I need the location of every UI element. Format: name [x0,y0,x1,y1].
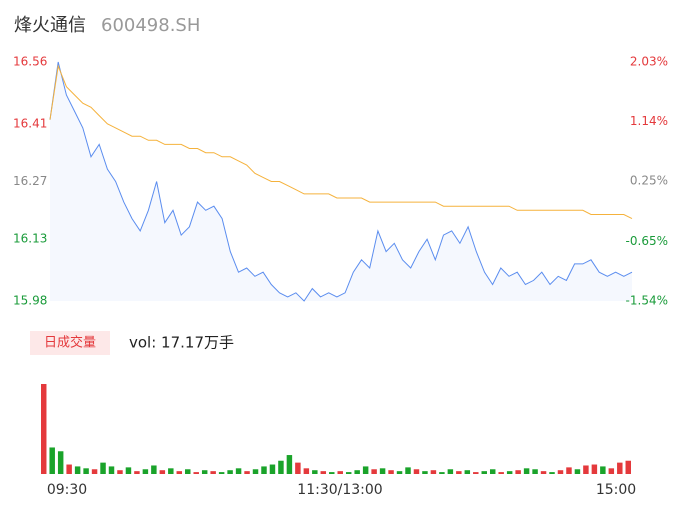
volume-bar [83,468,89,474]
volume-bar [549,472,555,474]
y-tick-label: 15.98 [13,294,47,308]
volume-bar [498,472,504,474]
volume-bar [134,471,140,474]
volume-bar [617,462,623,474]
x-tick-label: 09:30 [47,482,87,498]
volume-bar [261,466,267,474]
volume-bar [278,460,284,474]
volume-bar [312,470,318,474]
volume-button[interactable] [30,331,110,355]
price-line [49,61,633,302]
volume-bar [345,472,352,474]
volume-bar [244,471,250,474]
volume-bar [201,470,208,474]
volume-bar [515,470,521,474]
volume-bar [74,466,81,474]
volume-bar [218,472,225,474]
volume-bar [464,470,471,474]
volume-bar [286,455,293,474]
volume-bar [430,470,437,474]
x-tick-label: 11:30/13:00 [297,482,382,498]
volume-bar [176,471,183,474]
volume-bar [371,469,377,474]
y2-tick-label: -0.65% [626,234,668,248]
price-area [50,62,632,301]
volume-bar [185,469,191,474]
volume-bar [473,472,479,474]
volume-bar [91,469,98,474]
volume-bar [523,468,530,474]
volume-bar [540,471,547,474]
volume-bar [379,468,386,474]
volume-bar [252,469,259,474]
volume-bar [235,468,242,474]
y-tick-label: 16.13 [13,232,47,246]
volume-bar [481,471,487,474]
volume-bar [557,470,564,474]
volume-bar [125,467,132,474]
volume-bar [566,467,572,474]
volume-bar [574,469,581,474]
volume-bar [625,460,631,474]
volume-bar [227,470,233,474]
volume-bar [600,466,606,474]
volume-bar [583,465,589,474]
volume-bar [422,471,428,474]
volume-bar [354,470,360,474]
volume-bar [41,384,47,474]
x-tick-label: 15:00 [596,482,636,498]
volume-bar [66,464,72,474]
volume-bar [591,464,598,474]
y-tick-label: 16.41 [13,116,47,130]
volume-bar [405,467,411,474]
volume-bar [439,472,445,474]
y2-tick-label: 0.25% [630,174,668,188]
volume-bar [100,462,106,474]
volume-bar [489,469,496,474]
volume-bar [303,468,310,474]
average-line [49,64,633,220]
volume-button-label[interactable]: 日成交量 [44,335,96,351]
volume-bar [295,462,301,474]
volume-bar [413,469,420,474]
volume-bar [447,469,454,474]
volume-label: vol: 17.17万手 [129,334,234,352]
y2-tick-label: -1.54% [626,294,668,308]
volume-bar [142,469,149,474]
volume-bar [506,471,513,474]
volume-bar [49,447,55,474]
volume-bar [320,471,327,474]
volume-bar [193,472,199,474]
volume-bar [210,471,216,474]
volume-bar [532,469,538,474]
volume-bar [117,470,123,474]
volume-bar [159,470,166,474]
stock-code: 600498.SH [101,15,200,36]
volume-bar [108,466,115,474]
volume-bar [608,468,615,474]
volume-bar [151,465,157,474]
y-tick-label: 16.56 [13,55,47,69]
volume-bar [329,472,335,474]
volume-bar [388,470,394,474]
y2-tick-label: 2.03% [630,55,668,69]
volume-bar [57,451,64,474]
stock-name: 烽火通信 [14,15,86,36]
volume-bar [456,471,462,474]
volume-bar [337,471,343,474]
volume-bar [168,468,174,474]
volume-bar [396,471,403,474]
y-tick-label: 16.27 [13,174,47,188]
volume-bar [362,466,369,474]
y2-tick-label: 1.14% [630,114,668,128]
volume-bar [269,464,276,474]
